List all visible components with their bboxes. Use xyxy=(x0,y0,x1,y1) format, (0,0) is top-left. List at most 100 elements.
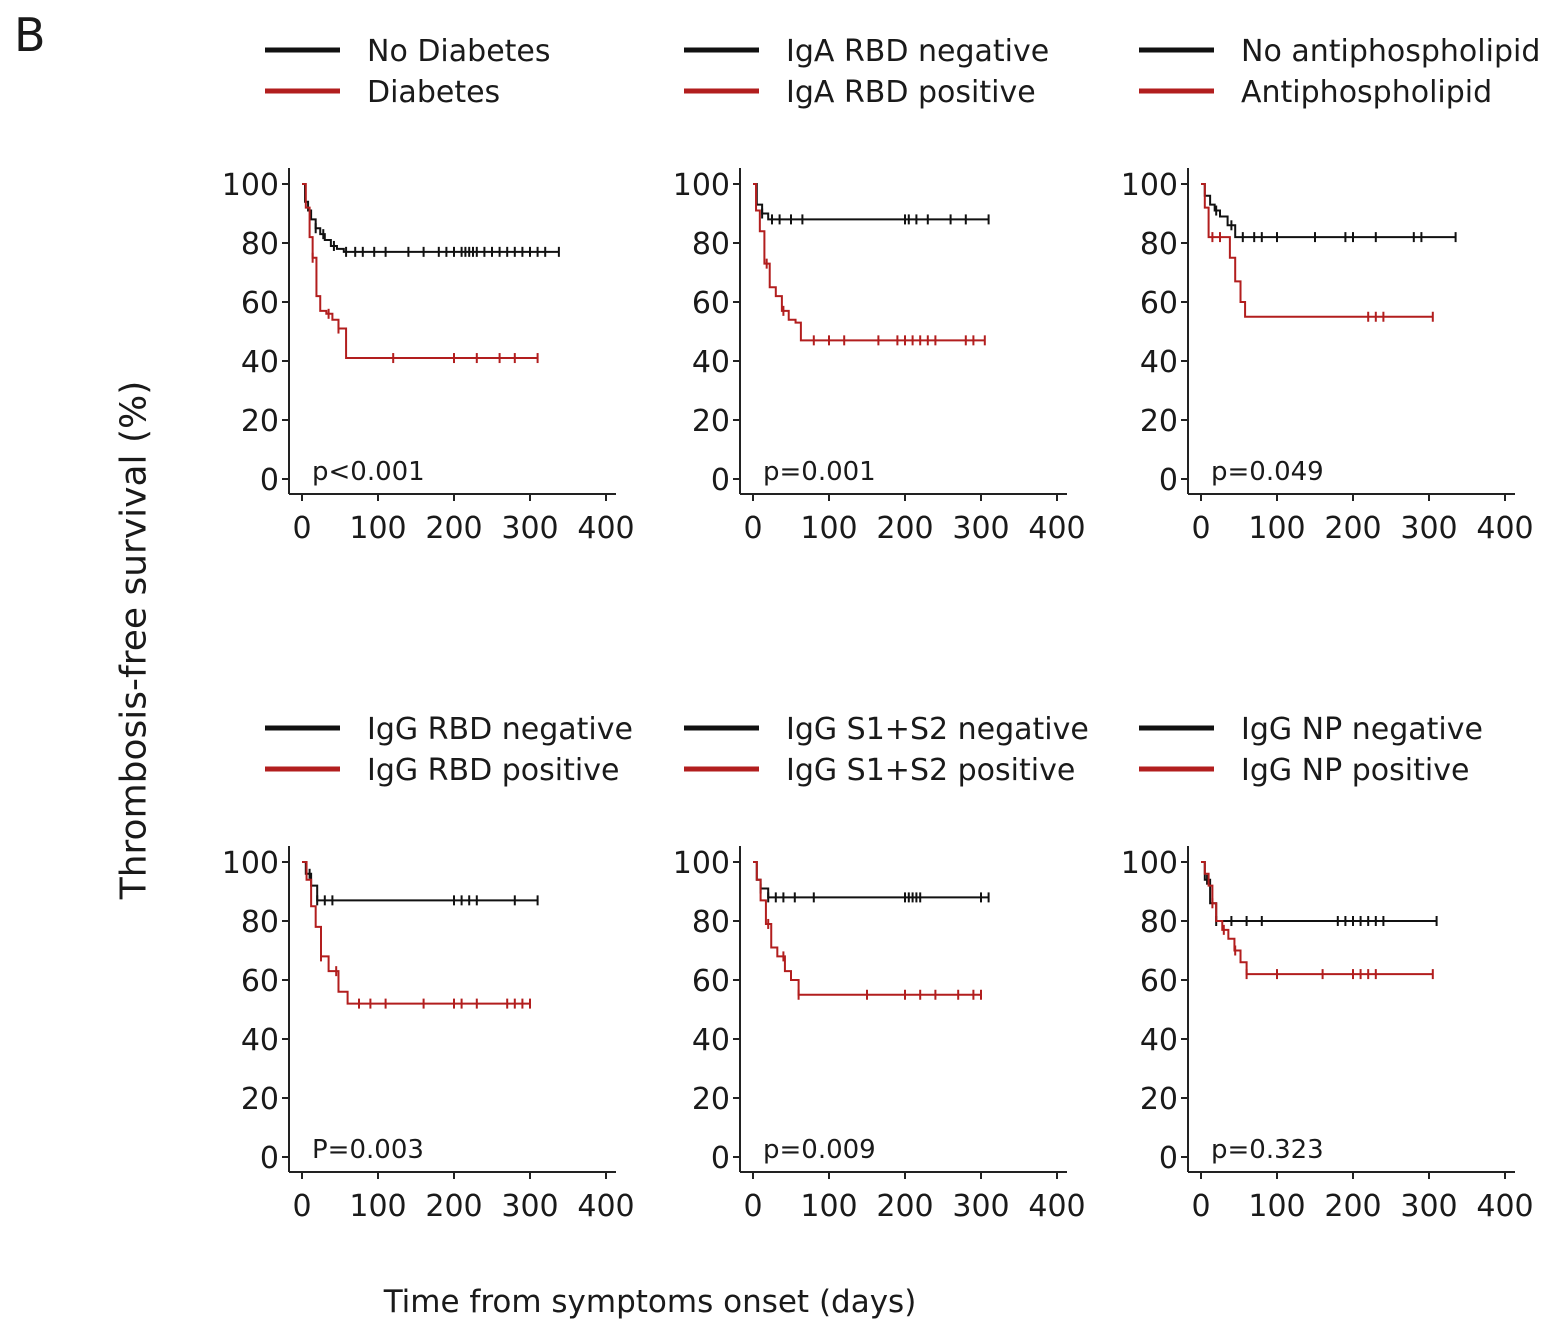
p-value-annotation: p=0.323 xyxy=(1211,1135,1324,1165)
legend-label: Diabetes xyxy=(367,75,500,110)
y-tick-label: 20 xyxy=(241,404,279,439)
km-panel-4: 0 20 40 60 80 100 0 100 200 300 400 P=0.003 IgG RBD … xyxy=(222,712,635,1224)
y-tick-label: 0 xyxy=(260,463,279,498)
y-tick-label: 0 xyxy=(1159,1141,1178,1176)
x-tick-label: 100 xyxy=(1248,1189,1305,1224)
x-tick-label: 300 xyxy=(501,1189,558,1224)
km-panel-2: 0 20 40 60 80 100 0 100 200 300 400 p=0.001 IgA RBD … xyxy=(673,34,1086,546)
x-tick-label: 100 xyxy=(800,1189,857,1224)
p-value-annotation: p=0.001 xyxy=(763,457,876,487)
legend-label: IgG NP positive xyxy=(1241,753,1469,788)
legend-label: IgA RBD negative xyxy=(786,34,1049,69)
x-tick-label: 0 xyxy=(1191,1189,1210,1224)
legend-label: No Diabetes xyxy=(367,34,551,69)
y-tick-label: 80 xyxy=(692,227,730,262)
x-tick-label: 200 xyxy=(425,511,482,546)
survival-curve-reference xyxy=(1201,183,1456,239)
legend-label: IgG S1+S2 positive xyxy=(786,753,1075,788)
km-panel-1: 0 20 40 60 80 100 0 100 200 300 400 p<0.001 No Diabe… xyxy=(222,34,635,546)
y-tick-label: 20 xyxy=(692,404,730,439)
y-tick-label: 40 xyxy=(241,345,279,380)
y-tick-label: 60 xyxy=(241,286,279,321)
y-tick-label: 80 xyxy=(1140,905,1178,940)
x-tick-label: 0 xyxy=(292,511,311,546)
y-tick-label: 100 xyxy=(1121,168,1178,203)
survival-curve-group xyxy=(1201,183,1433,318)
y-tick-label: 60 xyxy=(692,964,730,999)
x-tick-label: 400 xyxy=(1028,511,1085,546)
x-tick-label: 300 xyxy=(1400,1189,1457,1224)
x-tick-label: 300 xyxy=(1400,511,1457,546)
survival-curve-group xyxy=(1201,861,1433,976)
panel-letter: B xyxy=(14,8,46,62)
survival-curve-reference xyxy=(753,861,989,899)
y-tick-label: 100 xyxy=(1121,846,1178,881)
y-tick-label: 20 xyxy=(1140,1082,1178,1117)
survival-curve-reference xyxy=(302,861,538,902)
x-tick-label: 0 xyxy=(292,1189,311,1224)
legend-label: IgG NP negative xyxy=(1241,712,1483,747)
y-tick-label: 100 xyxy=(673,168,730,203)
p-value-annotation: p=0.009 xyxy=(763,1135,876,1165)
y-tick-label: 0 xyxy=(1159,463,1178,498)
x-tick-label: 400 xyxy=(577,1189,634,1224)
y-tick-label: 0 xyxy=(711,1141,730,1176)
y-tick-label: 0 xyxy=(260,1141,279,1176)
x-tick-label: 100 xyxy=(800,511,857,546)
x-tick-label: 400 xyxy=(1476,511,1533,546)
y-tick-label: 80 xyxy=(241,227,279,262)
x-tick-label: 300 xyxy=(952,511,1009,546)
x-tick-label: 0 xyxy=(743,1189,762,1224)
x-tick-label: 200 xyxy=(876,1189,933,1224)
p-value-annotation: P=0.003 xyxy=(312,1135,424,1165)
y-tick-label: 40 xyxy=(241,1023,279,1058)
x-tick-label: 300 xyxy=(501,511,558,546)
survival-curve-reference xyxy=(302,183,559,253)
y-tick-label: 40 xyxy=(1140,345,1178,380)
x-tick-label: 400 xyxy=(1028,1189,1085,1224)
legend-label: IgG RBD positive xyxy=(367,753,619,788)
legend-label: IgA RBD positive xyxy=(786,75,1036,110)
x-tick-label: 100 xyxy=(1248,511,1305,546)
km-panel-6: 0 20 40 60 80 100 0 100 200 300 400 p=0.323 IgG NP n… xyxy=(1121,712,1534,1224)
y-tick-label: 60 xyxy=(1140,286,1178,321)
y-tick-label: 80 xyxy=(692,905,730,940)
y-tick-label: 40 xyxy=(1140,1023,1178,1058)
x-tick-label: 200 xyxy=(1324,511,1381,546)
survival-curve-reference xyxy=(1201,861,1437,922)
km-panel-5: 0 20 40 60 80 100 0 100 200 300 400 p=0.009 IgG S1+S… xyxy=(673,712,1089,1224)
x-tick-label: 200 xyxy=(1324,1189,1381,1224)
y-tick-label: 60 xyxy=(241,964,279,999)
p-value-annotation: p=0.049 xyxy=(1211,457,1324,487)
survival-curve-reference xyxy=(753,183,989,221)
legend-label: Antiphospholipid xyxy=(1241,75,1492,110)
survival-curve-group xyxy=(753,183,985,342)
x-tick-label: 100 xyxy=(349,1189,406,1224)
shared-x-axis-label: Time from symptoms onset (days) xyxy=(383,1284,917,1320)
y-tick-label: 80 xyxy=(241,905,279,940)
p-value-annotation: p<0.001 xyxy=(312,457,425,487)
x-tick-label: 400 xyxy=(1476,1189,1533,1224)
y-tick-label: 0 xyxy=(711,463,730,498)
y-tick-label: 80 xyxy=(1140,227,1178,262)
y-tick-label: 100 xyxy=(673,846,730,881)
y-tick-label: 60 xyxy=(692,286,730,321)
y-tick-label: 40 xyxy=(692,345,730,380)
x-tick-label: 0 xyxy=(1191,511,1210,546)
x-tick-label: 200 xyxy=(876,511,933,546)
x-tick-label: 300 xyxy=(952,1189,1009,1224)
legend-label: IgG S1+S2 negative xyxy=(786,712,1089,747)
km-panel-3: 0 20 40 60 80 100 0 100 200 300 400 p=0.049 No antip… xyxy=(1121,34,1541,546)
y-tick-label: 20 xyxy=(241,1082,279,1117)
x-tick-label: 200 xyxy=(425,1189,482,1224)
x-tick-label: 100 xyxy=(349,511,406,546)
x-tick-label: 400 xyxy=(577,511,634,546)
survival-curve-group xyxy=(302,861,530,1005)
legend-label: IgG RBD negative xyxy=(367,712,633,747)
legend-label: No antiphospholipid xyxy=(1241,34,1540,69)
survival-curve-group xyxy=(302,183,538,360)
y-tick-label: 20 xyxy=(1140,404,1178,439)
y-tick-label: 40 xyxy=(692,1023,730,1058)
y-tick-label: 60 xyxy=(1140,964,1178,999)
